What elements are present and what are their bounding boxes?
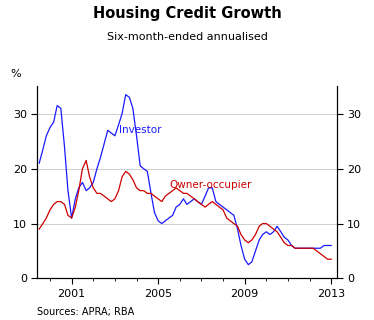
Text: Housing Credit Growth: Housing Credit Growth (93, 6, 281, 21)
Text: Owner-occupier: Owner-occupier (169, 180, 251, 190)
Text: Investor: Investor (119, 125, 162, 135)
Text: Six-month-ended annualised: Six-month-ended annualised (107, 32, 267, 42)
Text: Sources: APRA; RBA: Sources: APRA; RBA (37, 307, 135, 317)
Text: %: % (10, 69, 21, 79)
